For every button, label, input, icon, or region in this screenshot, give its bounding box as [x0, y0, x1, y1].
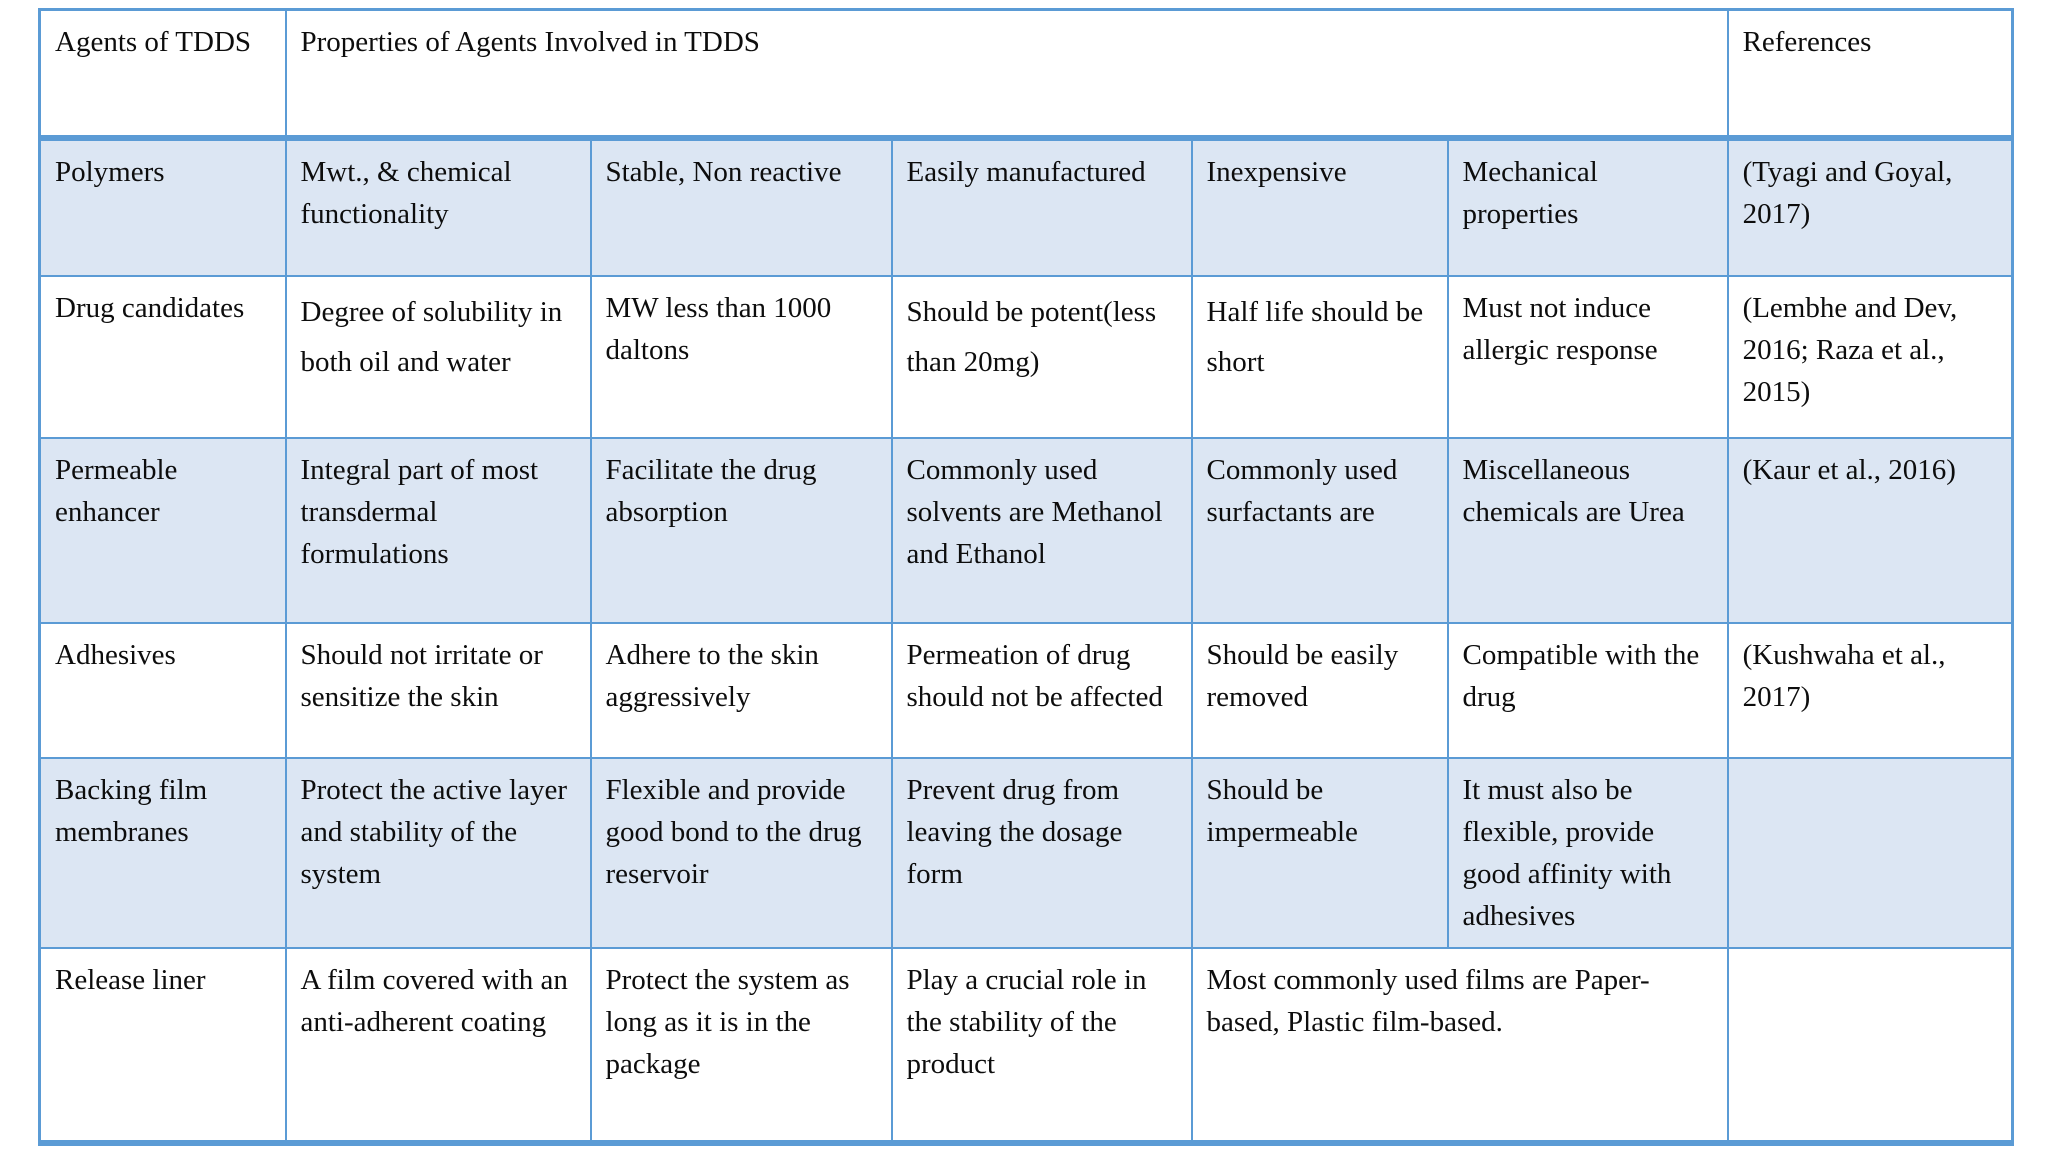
reference-cell	[1726, 756, 2014, 949]
property-cell: Easily manufactured	[890, 136, 1193, 277]
agent-name-cell: Drug candidates	[38, 274, 287, 439]
agent-name-cell: Polymers	[38, 136, 287, 277]
table-row-release-liner: Release liner A film covered with an ant…	[38, 946, 2014, 1144]
table-row-drug-candidates: Drug candidates Degree of solubility in …	[38, 274, 2014, 439]
header-references-cell: References	[1726, 8, 2014, 139]
property-cell: Inexpensive	[1190, 136, 1449, 277]
reference-cell: (Kushwaha et al., 2017)	[1726, 621, 2014, 759]
property-cell: Should be impermeable	[1190, 756, 1449, 949]
property-cell: Mwt., & chemical functionality	[284, 136, 592, 277]
property-cell: Should not irritate or sensitize the ski…	[284, 621, 592, 759]
property-cell: Stable, Non reactive	[589, 136, 893, 277]
agent-name-cell: Backing film membranes	[38, 756, 287, 949]
property-cell: Commonly used solvents are Methanol and …	[890, 436, 1193, 624]
tdds-agents-properties-table: Agents of TDDS Properties of Agents Invo…	[38, 8, 2015, 1146]
table-row-polymers: Polymers Mwt., & chemical functionality …	[38, 136, 2014, 277]
reference-cell: (Kaur et al., 2016)	[1726, 436, 2014, 624]
property-cell: Flexible and provide good bond to the dr…	[589, 756, 893, 949]
property-cell: MW less than 1000 daltons	[589, 274, 893, 439]
property-cell: Protect the active layer and stability o…	[284, 756, 592, 949]
property-cell: Integral part of most transdermal formul…	[284, 436, 592, 624]
property-cell: Compatible with the drug	[1446, 621, 1729, 759]
property-cell: Mechanical properties	[1446, 136, 1729, 277]
reference-cell: (Lembhe and Dev, 2016; Raza et al., 2015…	[1726, 274, 2014, 439]
tdds-table-container: Agents of TDDS Properties of Agents Invo…	[38, 8, 2015, 1146]
property-cell: A film covered with an anti-adherent coa…	[284, 946, 592, 1144]
property-cell: Play a crucial role in the stability of …	[890, 946, 1193, 1144]
property-cell: Commonly used surfactants are	[1190, 436, 1449, 624]
table-row-adhesives: Adhesives Should not irritate or sensiti…	[38, 621, 2014, 759]
table-row-backing-film-membranes: Backing film membranes Protect the activ…	[38, 756, 2014, 949]
property-cell: Protect the system as long as it is in t…	[589, 946, 893, 1144]
header-properties-cell: Properties of Agents Involved in TDDS	[284, 8, 1729, 139]
property-cell: Degree of solubility in both oil and wat…	[284, 274, 592, 439]
header-agents-cell: Agents of TDDS	[38, 8, 287, 139]
property-cell: It must also be flexible, provide good a…	[1446, 756, 1729, 949]
reference-cell: (Tyagi and Goyal, 2017)	[1726, 136, 2014, 277]
property-cell: Facilitate the drug absorption	[589, 436, 893, 624]
table-row-permeable-enhancer: Permeable enhancer Integral part of most…	[38, 436, 2014, 624]
agent-name-cell: Release liner	[38, 946, 287, 1144]
agent-name-cell: Adhesives	[38, 621, 287, 759]
property-cell: Adhere to the skin aggressively	[589, 621, 893, 759]
property-cell: Permeation of drug should not be affecte…	[890, 621, 1193, 759]
property-cell: Miscellaneous chemicals are Urea	[1446, 436, 1729, 624]
table-header-row: Agents of TDDS Properties of Agents Invo…	[38, 8, 2014, 139]
property-cell: Must not induce allergic response	[1446, 274, 1729, 439]
property-cell-merged: Most commonly used films are Paper-based…	[1190, 946, 1729, 1144]
property-cell: Should be easily removed	[1190, 621, 1449, 759]
property-cell: Prevent drug from leaving the dosage for…	[890, 756, 1193, 949]
reference-cell	[1726, 946, 2014, 1144]
agent-name-cell: Permeable enhancer	[38, 436, 287, 624]
property-cell: Half life should be short	[1190, 274, 1449, 439]
property-cell: Should be potent(less than 20mg)	[890, 274, 1193, 439]
